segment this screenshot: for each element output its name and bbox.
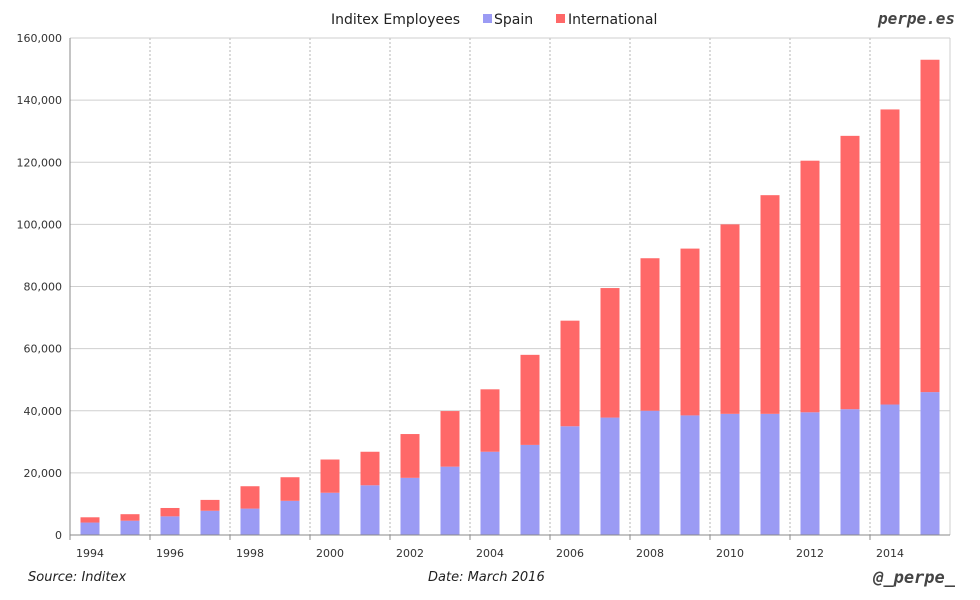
y-tick-label: 40,000 <box>24 405 63 418</box>
date-note: Date: March 2016 <box>428 570 545 585</box>
y-tick-label: 80,000 <box>24 281 63 294</box>
bar-spain-2012 <box>800 412 820 535</box>
x-tick-label: 1994 <box>76 547 104 560</box>
bar-spain-1995 <box>120 520 140 535</box>
handle-watermark: @_perpe_ <box>872 568 956 588</box>
source-note: Source: Inditex <box>28 570 126 585</box>
bar-international-2010 <box>720 224 740 414</box>
x-tick-label: 1996 <box>156 547 184 560</box>
x-tick-label: 2002 <box>396 547 424 560</box>
bar-international-2015 <box>920 59 940 393</box>
bar-international-2002 <box>400 434 420 478</box>
x-tick-label: 2000 <box>316 547 344 560</box>
x-tick-label: 2006 <box>556 547 584 560</box>
y-tick-label: 120,000 <box>17 156 63 169</box>
bar-spain-2002 <box>400 477 420 535</box>
bars <box>80 59 940 535</box>
bar-spain-1997 <box>200 510 220 535</box>
bar-spain-1998 <box>240 508 260 535</box>
bar-spain-2004 <box>480 451 500 535</box>
y-tick-label: 100,000 <box>17 218 63 231</box>
x-tick-label: 1998 <box>236 547 264 560</box>
bar-spain-2001 <box>360 485 380 535</box>
bar-international-2001 <box>360 451 380 486</box>
bar-international-2000 <box>320 459 340 493</box>
legend-label-spain: Spain <box>494 12 533 28</box>
bar-spain-2014 <box>880 404 900 535</box>
bar-international-2005 <box>520 354 540 445</box>
bar-international-2003 <box>440 411 460 467</box>
bar-spain-1996 <box>160 516 180 535</box>
bar-international-1994 <box>80 517 100 523</box>
bar-spain-2011 <box>760 413 780 535</box>
legend: Inditex Employees Spain International <box>331 12 657 28</box>
x-tick-label: 2008 <box>636 547 664 560</box>
bar-spain-2007 <box>600 417 620 535</box>
legend-label-international: International <box>568 12 657 28</box>
bar-spain-2015 <box>920 392 940 535</box>
y-tick-label: 60,000 <box>24 343 63 356</box>
bar-spain-1999 <box>280 500 300 535</box>
bar-international-2007 <box>600 288 620 418</box>
bar-international-2011 <box>760 195 780 414</box>
y-tick-label: 0 <box>55 529 62 542</box>
y-tick-label: 20,000 <box>24 467 63 480</box>
bar-spain-2006 <box>560 426 580 535</box>
bar-international-2009 <box>680 248 700 416</box>
legend-swatch-spain <box>483 14 492 23</box>
bar-international-2006 <box>560 320 580 427</box>
bar-international-1997 <box>200 499 220 511</box>
bar-spain-1994 <box>80 522 100 535</box>
bar-spain-2010 <box>720 413 740 535</box>
bar-spain-2005 <box>520 444 540 535</box>
x-tick-label: 2014 <box>876 547 904 560</box>
chart-title: Inditex Employees <box>331 12 460 28</box>
bar-spain-2009 <box>680 415 700 535</box>
y-tick-label: 160,000 <box>17 32 63 45</box>
x-tick-label: 2010 <box>716 547 744 560</box>
y-tick-label: 140,000 <box>17 94 63 107</box>
bar-spain-2003 <box>440 466 460 535</box>
bar-spain-2000 <box>320 492 340 535</box>
bar-international-2014 <box>880 109 900 405</box>
bar-international-1998 <box>240 486 260 509</box>
bar-international-2004 <box>480 389 500 452</box>
legend-swatch-international <box>556 14 565 23</box>
x-tick-label: 2012 <box>796 547 824 560</box>
grid <box>70 37 950 535</box>
bar-international-2013 <box>840 135 860 410</box>
bar-international-2008 <box>640 258 660 411</box>
site-watermark: perpe.es <box>877 9 955 28</box>
bar-spain-2008 <box>640 410 660 535</box>
axes: 0 20,000 40,000 60,000 80,000 100,000 120,000 1… <box>17 32 951 560</box>
bar-international-2012 <box>800 160 820 413</box>
bar-international-1995 <box>120 514 140 521</box>
bar-spain-2013 <box>840 409 860 535</box>
x-tick-label: 2004 <box>476 547 504 560</box>
bar-international-1999 <box>280 477 300 501</box>
bar-international-1996 <box>160 507 180 517</box>
